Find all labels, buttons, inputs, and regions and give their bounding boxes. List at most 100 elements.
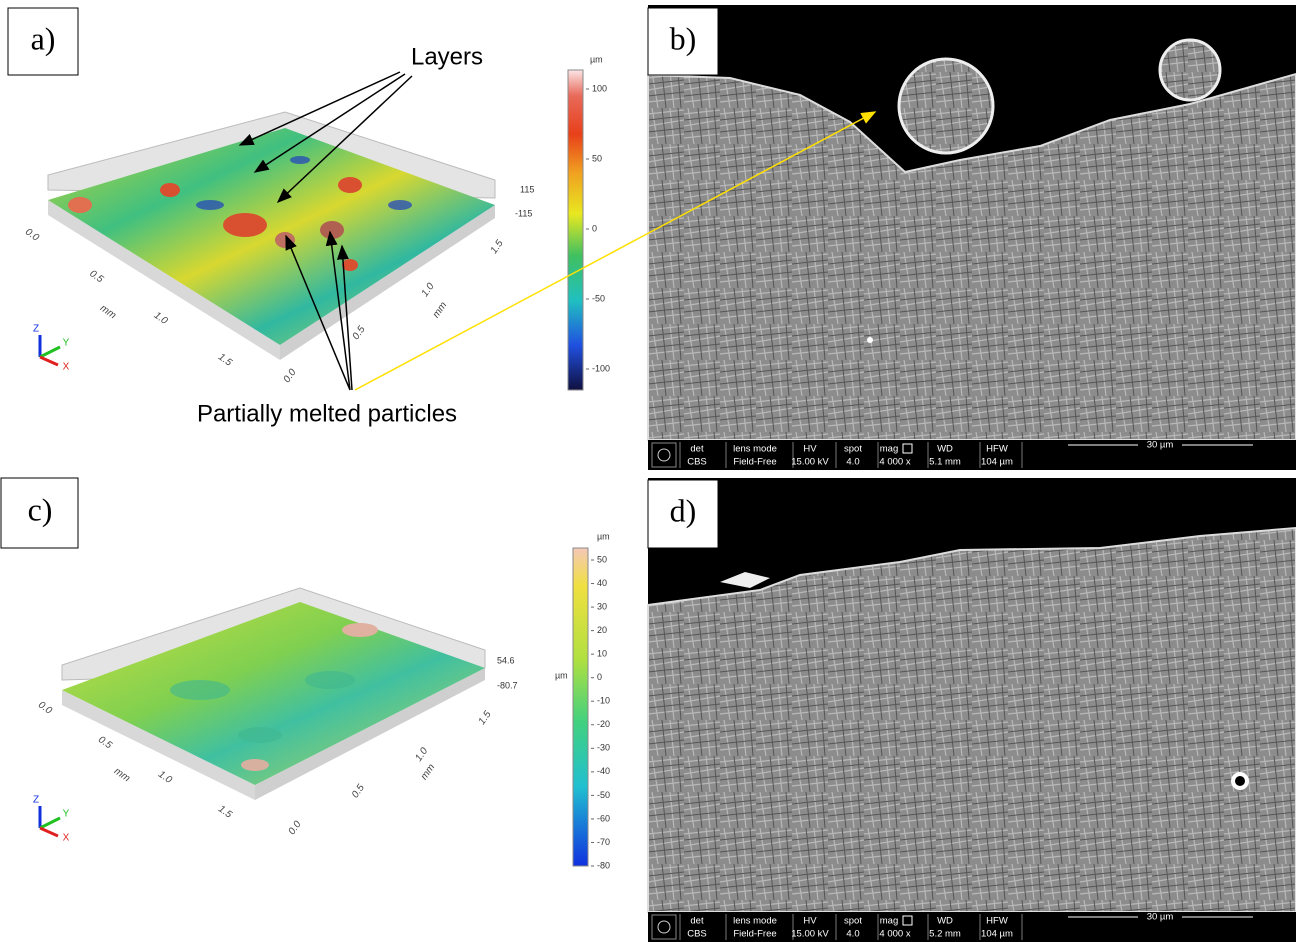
- info-header: det: [690, 444, 704, 455]
- info-value: CBS: [687, 929, 707, 940]
- axis-unit: mm: [98, 303, 118, 322]
- axis-tick-label: 0.5: [350, 782, 367, 800]
- axis-tick-label: 1.5: [489, 238, 506, 256]
- panel-label: d): [670, 492, 697, 528]
- scale-label: 30 µm: [1147, 440, 1174, 451]
- axis-unit: mm: [419, 762, 438, 782]
- colorbar-tick-label: 40: [597, 578, 607, 588]
- figure: Layers Partially melted particles 115 -1…: [0, 0, 1296, 942]
- info-header: mag: [880, 916, 898, 927]
- info-header: det: [690, 916, 704, 927]
- particle: [342, 259, 358, 271]
- triad-axis: [40, 347, 60, 357]
- triad-label: Y: [63, 338, 70, 349]
- info-value: 4.0: [846, 929, 859, 940]
- panel-b: [648, 5, 1296, 470]
- colorbar: [573, 548, 588, 866]
- colorbar-tick-label: 100: [592, 83, 607, 93]
- axis-tick-label: 0.5: [87, 268, 105, 285]
- colorbar-tick-label: -50: [597, 790, 610, 800]
- z-min: -115: [515, 208, 532, 218]
- info-header: mag: [880, 444, 898, 455]
- info-header: lens mode: [733, 916, 777, 927]
- info-header: spot: [844, 916, 862, 927]
- pore: [1235, 776, 1245, 786]
- info-value: CBS: [687, 457, 707, 468]
- colorbar-tick-label: -70: [597, 837, 610, 847]
- annotation: Layers: [411, 43, 483, 70]
- axis-tick-label: 0.5: [96, 734, 114, 751]
- triad-label: Z: [33, 795, 39, 806]
- info-header: lens mode: [733, 444, 777, 455]
- triad-axis: [40, 357, 58, 365]
- axis-tick-label: 0.0: [282, 367, 299, 385]
- axis-tick-label: 1.5: [477, 709, 494, 727]
- colorbar-tick-label: -30: [597, 743, 610, 753]
- info-header: WD: [937, 444, 953, 455]
- info-value: Field-Free: [733, 457, 776, 468]
- colorbar-tick-label: 0: [597, 672, 602, 682]
- panel-a: Layers Partially melted particles 115 -1…: [48, 43, 603, 427]
- info-header: HFW: [986, 444, 1008, 455]
- info-value: Field-Free: [733, 929, 776, 940]
- z-max: 115: [520, 184, 534, 194]
- axis-tick-label: 1.0: [420, 281, 437, 299]
- colorbar-unit: µm: [597, 531, 610, 541]
- info-header: spot: [844, 444, 862, 455]
- axis-tick-label: 0.0: [287, 819, 304, 837]
- valley: [170, 680, 230, 700]
- particle: [338, 177, 362, 193]
- scale-label: 30 µm: [1147, 912, 1174, 923]
- particle: [899, 59, 993, 153]
- panel-d: [648, 478, 1296, 942]
- axis-tick-label: 1.0: [156, 769, 174, 786]
- triad-axis: [40, 828, 58, 836]
- info-value: 104 µm: [981, 929, 1013, 940]
- axis-tick-label: 0.0: [23, 227, 41, 244]
- axis-tick-label: 0.0: [36, 700, 54, 717]
- valley: [388, 200, 412, 210]
- panel-label: a): [31, 20, 56, 56]
- info-header: HV: [803, 916, 817, 927]
- axis-unit: mm: [112, 766, 132, 785]
- colorbar-tick-label: 0: [592, 223, 597, 233]
- valley: [238, 727, 282, 743]
- info-value: 104 µm: [981, 457, 1013, 468]
- valley: [305, 671, 355, 689]
- annotation: Partially melted particles: [197, 400, 457, 427]
- axis-tick-label: 1.0: [413, 746, 430, 764]
- colorbar-tick-label: -100: [592, 363, 610, 373]
- info-value: 4 000 x: [879, 929, 910, 940]
- triad-label: X: [63, 362, 70, 373]
- colorbar-tick-label: 50: [592, 153, 602, 163]
- valley: [196, 200, 224, 210]
- particle: [68, 197, 92, 213]
- colorbar-unit: µm: [590, 54, 603, 64]
- axis-tick-label: 0.5: [351, 324, 368, 342]
- panel-label: b): [670, 20, 697, 56]
- particle: [223, 213, 267, 237]
- colorbar-tick-label: 20: [597, 625, 607, 635]
- colorbar-tick-label: -80: [597, 860, 610, 870]
- peak: [241, 759, 269, 771]
- info-header: HFW: [986, 916, 1008, 927]
- particle: [1160, 40, 1220, 100]
- z-max: 54.6: [497, 655, 515, 665]
- info-value: 4.0: [846, 457, 859, 468]
- z-min: -80.7: [497, 680, 518, 690]
- colorbar-tick-label: 10: [597, 649, 607, 659]
- info-value: 5.1 mm: [929, 457, 961, 468]
- info-header: HV: [803, 444, 817, 455]
- particle: [320, 221, 344, 239]
- panel-label: c): [28, 491, 53, 527]
- colorbar-tick-label: -60: [597, 813, 610, 823]
- colorbar-side-unit: µm: [555, 670, 568, 680]
- info-value: 4 000 x: [879, 457, 910, 468]
- colorbar-tick-label: 30: [597, 601, 607, 611]
- axis-tick-label: 1.5: [216, 352, 234, 369]
- particle: [275, 232, 295, 248]
- info-value: 15.00 kV: [791, 457, 829, 468]
- info-value: 5.2 mm: [929, 929, 961, 940]
- triad-label: Z: [33, 324, 39, 335]
- info-value: 15.00 kV: [791, 929, 829, 940]
